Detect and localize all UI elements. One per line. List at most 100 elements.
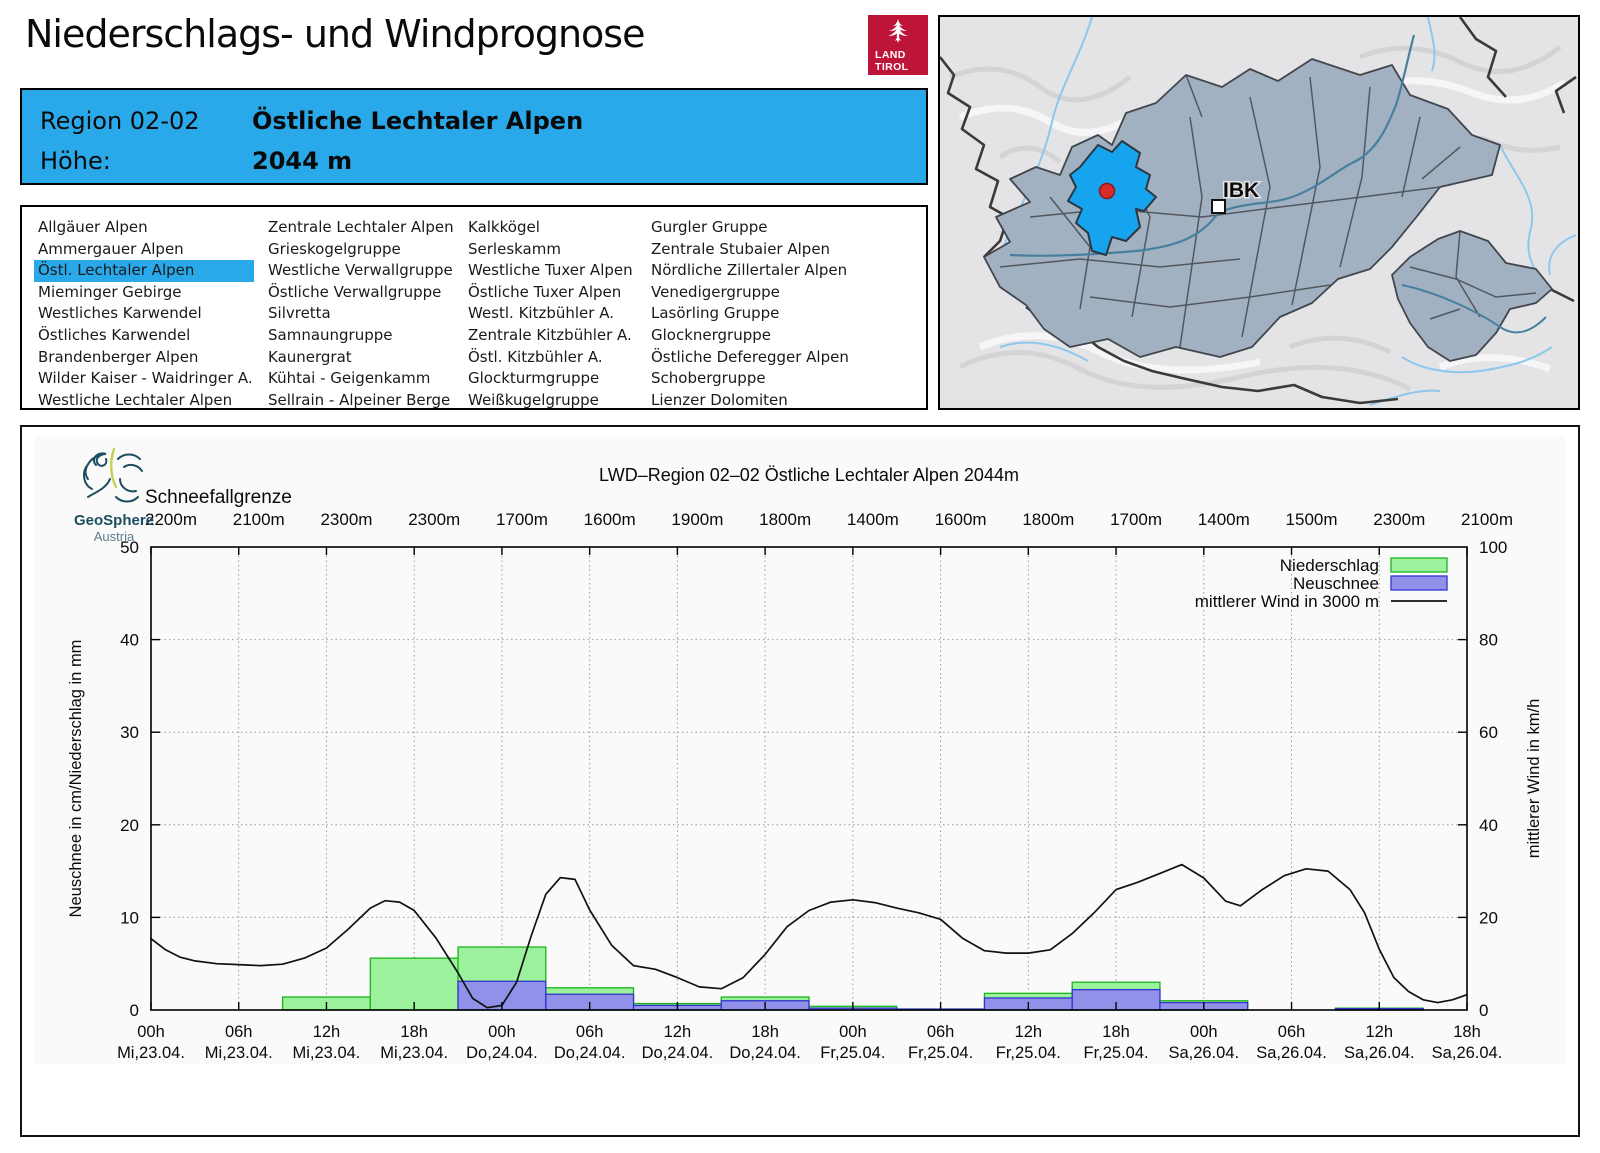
y-left-tick-label: 50 <box>120 538 139 557</box>
region-list-item[interactable]: Ammergauer Alpen <box>38 239 184 258</box>
region-inner-borders <box>999 74 1461 348</box>
snowline-value: 1800m <box>1022 510 1074 529</box>
snowline-value: 1600m <box>935 510 987 529</box>
region-list-item[interactable]: Kalkkögel <box>468 218 540 236</box>
geosphere-sub: Austria <box>93 529 135 544</box>
region-list-item[interactable]: Venedigergruppe <box>651 282 780 301</box>
region-list-item[interactable]: Westl. Kitzbühler A. <box>468 304 614 323</box>
region-list-item[interactable]: Kühtai - Geigenkamm <box>268 369 431 388</box>
legend-swatch <box>1390 557 1448 573</box>
axis-ticks <box>150 547 1468 1010</box>
selected-region-highlight[interactable] <box>1067 140 1157 256</box>
chart-grid <box>151 547 1467 1010</box>
avalanche-regions[interactable] <box>983 34 1553 362</box>
x-tick-date-label: Sa,26.04. <box>1168 1044 1239 1062</box>
snowline-value: 1500m <box>1286 510 1338 529</box>
region-list-item[interactable]: Nördliche Zillertaler Alpen <box>651 261 848 280</box>
x-tick-time-label: 06h <box>576 1023 604 1041</box>
region-list-item[interactable]: Glockturmgruppe <box>468 369 600 388</box>
region-list-item[interactable]: Grieskogelgruppe <box>268 239 401 258</box>
plot-border <box>150 546 1468 1011</box>
region-list-item[interactable]: Westliche Verwallgruppe <box>268 261 453 280</box>
region-list-column: Zentrale Lechtaler Alpen Grieskogelgruppe… <box>264 217 458 411</box>
region-list-item[interactable]: Weißkugelgruppe <box>468 390 599 409</box>
east-tirol-inner-borders <box>1409 230 1537 320</box>
geosphere-name: GeoSphere <box>73 512 155 529</box>
region-list-item[interactable]: Mieminger Gebirge <box>38 282 182 301</box>
y-left-axis-title: Neuschnee in cm/Niederschlag in mm <box>67 640 85 918</box>
legend-label: Niederschlag <box>1280 556 1379 575</box>
x-tick-time-label: 18h <box>400 1023 428 1041</box>
x-tick-date-label: Sa,26.04. <box>1256 1044 1327 1062</box>
drau-river <box>1401 284 1547 334</box>
region-list-item[interactable]: Westliche Lechtaler Alpen <box>38 390 233 409</box>
snowline-value: 2200m <box>145 510 197 529</box>
geosphere-swirl-icon <box>83 447 143 503</box>
x-tick-time-label: 12h <box>313 1023 341 1041</box>
x-tick-date-label: Fr,25.04. <box>1084 1044 1149 1062</box>
region-list-column: Kalkkögel Serleskamm Westliche Tuxer Alpen… <box>464 217 637 411</box>
x-tick-time-label: 18h <box>1102 1023 1130 1041</box>
geosphere-logo: GeoSphere Austria <box>54 445 174 544</box>
snowline-value: 2100m <box>1461 510 1513 529</box>
x-tick-date-label: Fr,25.04. <box>996 1044 1061 1062</box>
north-tirol-regions[interactable] <box>983 58 1501 358</box>
x-tick-time-label: 18h <box>1453 1023 1481 1041</box>
region-list-item[interactable]: Serleskamm <box>468 239 561 258</box>
region-list-item[interactable]: Kaunergrat <box>268 347 352 366</box>
region-list-item[interactable]: Silvretta <box>268 304 331 323</box>
region-list-item[interactable]: Sellrain - Alpeiner Berge <box>268 390 451 409</box>
altitude-label: Höhe: <box>40 147 111 175</box>
x-tick-time-label: 12h <box>664 1023 692 1041</box>
region-list-item[interactable]: Westliches Karwendel <box>38 304 202 323</box>
land-tirol-wordmark: LAND TIROL <box>875 49 909 73</box>
snowline-value: 2300m <box>408 510 460 529</box>
east-tirol-regions[interactable] <box>1391 230 1553 362</box>
region-list-item[interactable]: Östliche Tuxer Alpen <box>468 282 622 301</box>
region-list-item[interactable]: Allgäuer Alpen <box>38 218 148 236</box>
y-right-tick-label: 0 <box>1479 1001 1488 1020</box>
map-canvas[interactable]: IBK <box>938 16 1578 408</box>
x-tick-time-label: 18h <box>751 1023 779 1041</box>
snowline-value: 1600m <box>584 510 636 529</box>
y-right-tick-label: 80 <box>1479 631 1498 650</box>
wind-line <box>150 863 1468 1009</box>
precipitation-wind-chart: 0 10 20 30 40 50 0 20 40 60 80 100 00h Mi,23.04. 06h Mi… <box>67 465 1543 1062</box>
snowline-heading: Schneefallgrenze <box>145 487 292 508</box>
y-right-tick-label: 40 <box>1479 816 1498 835</box>
region-number-label: Region 02-02 <box>40 107 200 135</box>
x-tick-date-label: Do,24.04. <box>729 1044 801 1062</box>
region-list-item[interactable]: Zentrale Kitzbühler A. <box>468 325 632 344</box>
x-tick-time-label: 12h <box>1015 1023 1043 1041</box>
region-list-item[interactable]: Östliches Karwendel <box>38 325 191 344</box>
region-list-item[interactable]: Gurgler Gruppe <box>651 218 768 236</box>
region-list-item[interactable]: Zentrale Stubaier Alpen <box>651 239 831 258</box>
x-tick-date-label: Fr,25.04. <box>820 1044 885 1062</box>
x-tick-date-label: Mi,23.04. <box>293 1044 361 1062</box>
x-tick-time-label: 00h <box>488 1023 516 1041</box>
region-list-item[interactable]: Östliche Deferegger Alpen <box>651 347 849 366</box>
region-list-item[interactable]: Glocknergruppe <box>651 325 772 344</box>
region-name-value: Östliche Lechtaler Alpen <box>252 107 584 135</box>
region-list-item[interactable]: Schobergruppe <box>651 369 766 388</box>
snowline-value: 1400m <box>847 510 899 529</box>
region-list-item[interactable]: Samnaungruppe <box>268 325 393 344</box>
region-list-item[interactable]: Brandenberger Alpen <box>38 347 199 366</box>
region-list-item[interactable]: Östl. Kitzbühler A. <box>468 347 603 366</box>
x-tick-time-label: 00h <box>839 1023 867 1041</box>
ibk-marker-icon <box>1211 199 1226 214</box>
legend-label: mittlerer Wind in 3000 m <box>1195 592 1379 611</box>
region-list-item[interactable]: Zentrale Lechtaler Alpen <box>268 218 454 236</box>
bars-niederschlag <box>281 946 1424 1011</box>
region-list-item-selected[interactable]: Östl. Lechtaler Alpen <box>34 260 254 282</box>
tirol-region-map[interactable]: IBK <box>938 15 1580 410</box>
region-list-item[interactable]: Lasörling Gruppe <box>651 304 780 323</box>
region-list-item[interactable]: Wilder Kaiser - Waidringer A. <box>38 369 253 388</box>
land-tirol-logo: LAND TIROL <box>868 15 928 75</box>
x-tick-date-label: Do,24.04. <box>554 1044 626 1062</box>
region-list-item[interactable]: Westliche Tuxer Alpen <box>468 261 633 280</box>
x-tick-time-label: 06h <box>1278 1023 1306 1041</box>
region-list-item[interactable]: Lienzer Dolomiten <box>651 390 788 409</box>
region-list-item[interactable]: Östliche Verwallgruppe <box>268 282 442 301</box>
ibk-label: IBK <box>1223 179 1259 202</box>
